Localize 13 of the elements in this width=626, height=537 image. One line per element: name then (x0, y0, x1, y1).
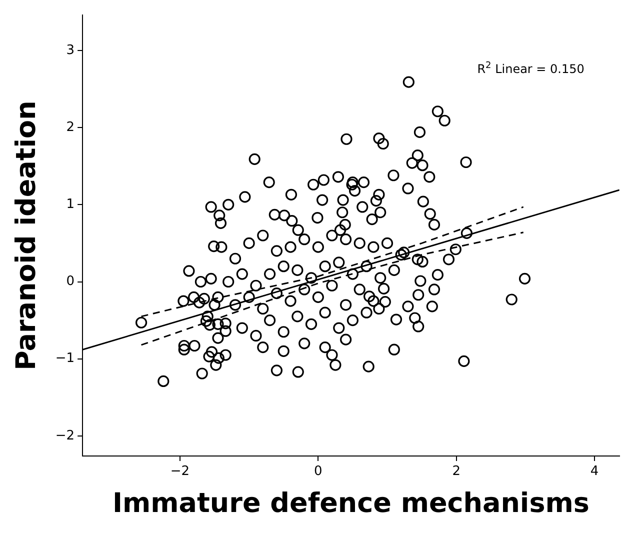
line-series (140, 232, 524, 346)
y-tick-label: 2 (66, 120, 75, 135)
x-axis-title: Immature defence mechanisms (112, 488, 590, 519)
y-tick-label: −1 (55, 351, 75, 366)
x-tick-label: 4 (590, 464, 599, 480)
x-tick-label: −2 (170, 464, 190, 480)
y-tick-label: 1 (66, 197, 75, 212)
y-tick-label: 0 (66, 274, 75, 290)
y-tick-label: −2 (55, 428, 75, 444)
y-tick-label: 3 (66, 42, 75, 58)
y-axis-title: Paranoid ideation (11, 100, 42, 370)
x-tick-label: 2 (452, 464, 460, 480)
x-tick-label: 0 (314, 464, 322, 480)
